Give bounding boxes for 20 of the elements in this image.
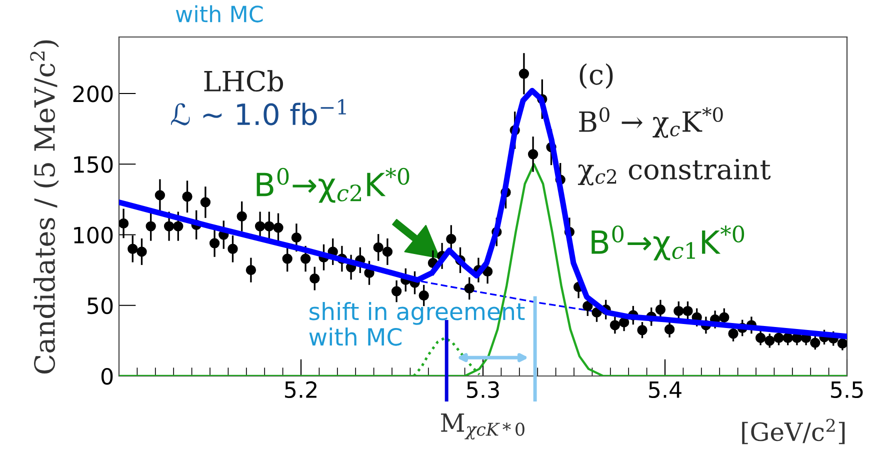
text: [GeV/c$^{2}$] [742,418,845,444]
annotation: (c) [580,63,613,89]
annotation: B$^{0}$→χ$_{c1}$K$^{*0}$ [592,226,744,260]
y-tick-label: 150 [74,156,113,173]
x-tick-label: 5.4 [649,382,682,398]
x-tick-label: 5.3 [467,381,499,398]
y-tick-label: 100 [74,226,113,244]
annotation: ℒ ~ 1.0 fb$^{−1}$ [170,99,346,126]
annotation: χ$_{c2}$ constraint [578,158,771,186]
text: with MC [176,5,263,22]
y-tick-label: 200 [73,85,113,102]
annotation: LHCb [204,70,284,92]
x-tick-label: 5.5 [831,382,863,398]
y-tick-label: 50 [88,297,113,314]
annotation: B$^{0}$ → χ$_{c}$K$^{*0}$ [579,107,723,138]
x-tick-label: 5.2 [285,381,316,398]
y-tick-label: 0 [101,368,113,385]
x-axis-title: M$_{χcK*0}$ [440,413,524,440]
annotation: B$^{0}$→χ$_{c2}$K$^{*0}$ [256,168,410,203]
y-axis-title: Candidates / (5 MeV/c$^{2}$) [30,40,59,374]
